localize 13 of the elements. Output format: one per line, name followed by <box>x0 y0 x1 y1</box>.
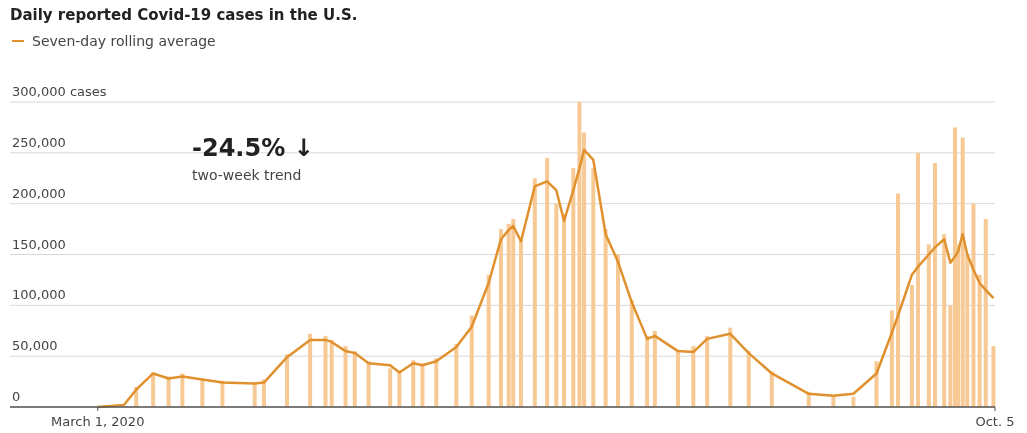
x-tick-label: March 1, 2020 <box>51 414 145 429</box>
x-tick-label: Oct. 5 <box>975 414 1015 429</box>
annotation: two-week trend <box>192 167 302 183</box>
y-tick-label: 150,000 <box>12 236 66 252</box>
y-tick-label: 50,000 <box>12 338 58 354</box>
y-tick-label: 250,000 <box>12 134 66 150</box>
chart-title: Daily reported Covid-19 cases in the U.S. <box>10 6 358 24</box>
annotation: -24.5% ↓ <box>192 134 314 162</box>
y-tick-label: 0 <box>12 389 21 404</box>
y-tick-label: 200,000 <box>12 185 66 201</box>
legend-label: Seven-day rolling average <box>32 33 216 49</box>
y-tick-label: 300,000 cases <box>12 84 107 99</box>
y-tick-label: 100,000 <box>12 287 66 303</box>
